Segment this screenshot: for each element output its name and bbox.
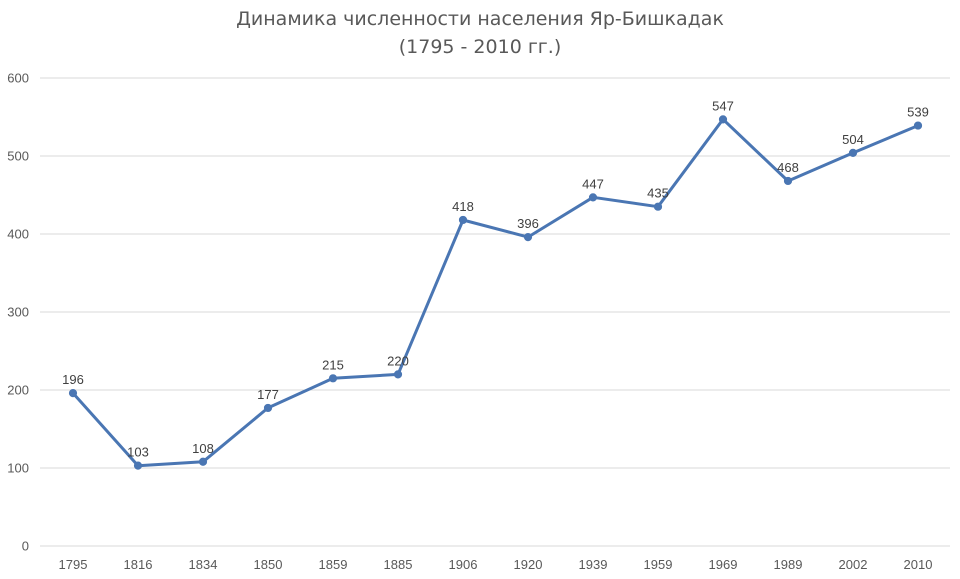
x-tick-label: 1920 (514, 557, 543, 572)
data-point (523, 233, 533, 242)
data-label: 196 (62, 372, 84, 387)
data-label: 435 (647, 186, 669, 201)
x-tick-label: 1859 (319, 557, 348, 572)
data-label: 103 (127, 445, 149, 460)
x-tick-label: 1989 (774, 557, 803, 572)
data-labels: 196 103 108 177 215 220 418 396 447 435 547 468 504 5… (62, 98, 929, 459)
chart-subtitle: (1795 - 2010 гг.) (399, 36, 562, 58)
data-point (653, 202, 663, 211)
data-point (328, 374, 338, 383)
chart-title: Динамика численности населения Яр-Бишкад… (236, 8, 724, 30)
data-label: 447 (582, 176, 604, 191)
y-tick-label: 0 (22, 539, 29, 554)
y-axis: 0 100 200 300 400 500 600 (7, 71, 29, 554)
gridlines (40, 77, 950, 547)
data-point (848, 148, 858, 157)
y-tick-label: 600 (7, 71, 29, 86)
y-tick-label: 500 (7, 149, 29, 164)
x-tick-label: 1834 (189, 557, 218, 572)
x-axis: 1795 1816 1834 1850 1859 1885 1906 1920 1939 1959… (59, 557, 933, 572)
data-label: 215 (322, 357, 344, 372)
x-tick-label: 1939 (579, 557, 608, 572)
data-label: 220 (387, 353, 409, 368)
x-tick-label: 1795 (59, 557, 88, 572)
data-label: 108 (192, 441, 214, 456)
data-point (783, 176, 793, 186)
x-tick-label: 1885 (384, 557, 413, 572)
x-tick-label: 1816 (124, 557, 153, 572)
data-label: 539 (907, 105, 929, 120)
x-tick-label: 2002 (839, 557, 868, 572)
y-tick-label: 200 (7, 383, 29, 398)
x-tick-label: 2010 (904, 557, 933, 572)
x-tick-label: 1959 (644, 557, 673, 572)
data-point (198, 457, 208, 466)
data-point (458, 215, 468, 225)
series-line (71, 117, 920, 468)
data-label: 177 (257, 387, 279, 402)
data-point (133, 461, 143, 470)
x-tick-label: 1969 (709, 557, 738, 572)
data-point (263, 403, 273, 413)
y-tick-label: 100 (7, 461, 29, 476)
data-label: 418 (452, 199, 474, 214)
data-label: 396 (517, 216, 539, 231)
x-tick-label: 1906 (449, 557, 478, 572)
x-tick-label: 1850 (254, 557, 283, 572)
y-tick-label: 300 (7, 305, 29, 320)
data-label: 468 (777, 160, 799, 175)
data-point (913, 121, 923, 130)
y-tick-label: 400 (7, 227, 29, 242)
data-label: 504 (842, 132, 864, 147)
data-point (68, 389, 78, 398)
data-point (393, 370, 403, 379)
data-point (588, 193, 598, 202)
data-point (718, 115, 728, 124)
data-label: 547 (712, 98, 734, 113)
series-line-group (68, 115, 923, 470)
